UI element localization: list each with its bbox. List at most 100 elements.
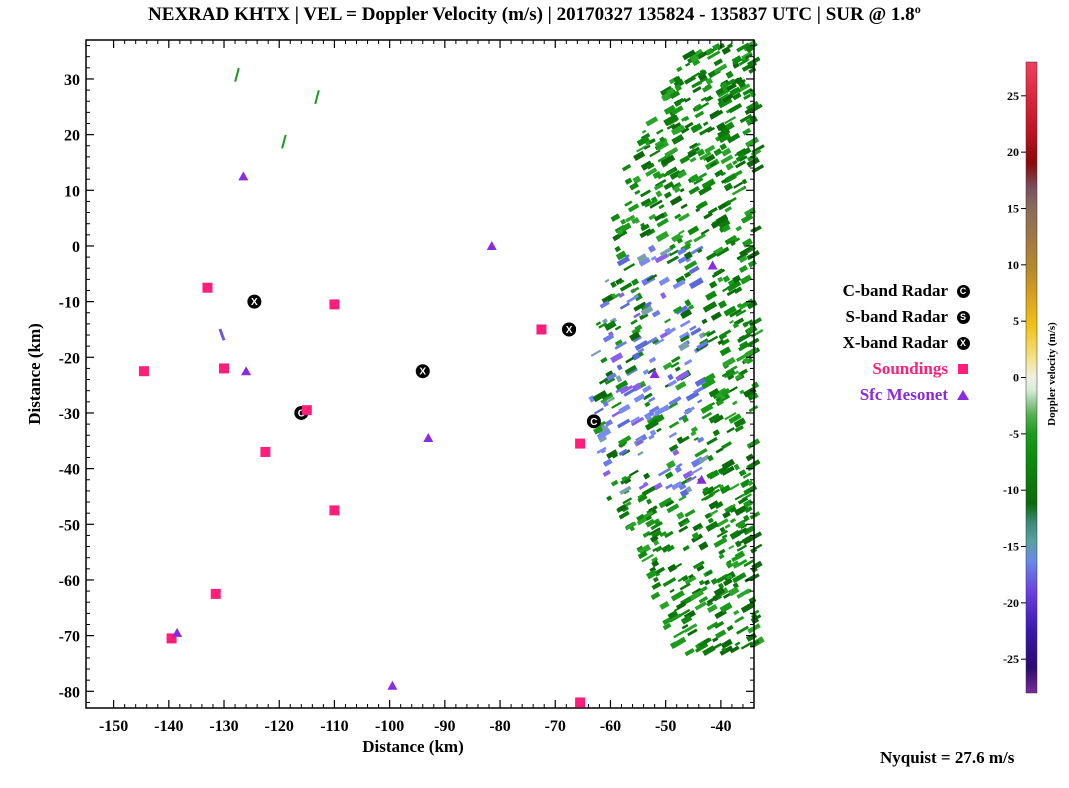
axis-ticks: -150 -140 -130 -120 -110 -100 -90 -80 -70 -60 -50-… (59, 40, 754, 735)
velocity-echo (745, 326, 755, 334)
legend-label: S-band Radar (845, 307, 948, 326)
x-tick-label: -100 (375, 718, 404, 735)
velocity-echo (737, 496, 749, 505)
x-tick-label: -90 (434, 718, 455, 735)
velocity-echo (705, 251, 717, 261)
velocity-echo (602, 333, 615, 343)
velocity-echo (680, 203, 688, 210)
velocity-echo (710, 577, 718, 585)
velocity-echo (606, 449, 618, 459)
velocity-echo (669, 588, 675, 594)
velocity-echo (738, 334, 745, 340)
velocity-echo (719, 81, 729, 90)
velocity-echo (712, 636, 719, 643)
velocity-echo (697, 72, 708, 82)
velocity-echo (625, 214, 636, 223)
velocity-echo (724, 116, 737, 125)
velocity-echo (677, 212, 690, 222)
velocity-echo (680, 306, 690, 314)
velocity-echo (693, 177, 704, 185)
velocity-echo (616, 255, 631, 267)
velocity-echo (695, 643, 709, 653)
velocity-echo (653, 212, 665, 222)
velocity-echo (680, 476, 693, 486)
velocity-echo (742, 472, 752, 479)
velocity-echo (671, 233, 681, 242)
velocity-echo (619, 385, 630, 395)
velocity-echo (623, 262, 636, 272)
velocity-echo (645, 514, 653, 521)
velocity-echo (689, 325, 697, 332)
y-tick-label: 10 (64, 183, 80, 200)
velocity-echo (618, 510, 630, 520)
velocity-echo (639, 228, 652, 239)
x-band-radar-icon: X (956, 336, 970, 350)
velocity-echo (631, 278, 640, 286)
sounding-marker (260, 446, 271, 457)
velocity-echo (664, 530, 674, 539)
velocity-echo (689, 53, 700, 63)
velocity-echo (689, 173, 700, 183)
velocity-echo (719, 602, 733, 614)
velocity-echo (600, 357, 608, 364)
velocity-echo (623, 388, 636, 397)
velocity-echo (746, 299, 758, 310)
velocity-echo (705, 290, 718, 301)
velocity-echo (659, 246, 674, 257)
velocity-echo (669, 641, 678, 650)
velocity-echo (678, 483, 687, 491)
velocity-echo (654, 545, 663, 553)
sounding-marker (536, 324, 547, 335)
velocity-echo (619, 282, 633, 292)
velocity-echo (604, 419, 614, 427)
mesonet-marker (241, 366, 252, 376)
velocity-echo (632, 175, 642, 185)
velocity-echo (675, 601, 687, 610)
velocity-echo (691, 124, 698, 132)
velocity-echo (653, 182, 664, 191)
legend: C-band Radar C S-band Radar S X-band Rad… (790, 278, 970, 408)
velocity-echo (726, 427, 735, 434)
velocity-echo (728, 413, 742, 424)
velocity-echo (742, 321, 749, 328)
velocity-echo (734, 424, 744, 433)
velocity-echo (623, 477, 632, 485)
velocity-echo (672, 279, 686, 290)
velocity-echo (719, 645, 734, 656)
legend-label: Soundings (872, 359, 948, 378)
velocity-echo (678, 608, 691, 618)
velocity-echo (651, 309, 661, 318)
legend-label: C-band Radar (842, 281, 948, 300)
velocity-echo (614, 339, 623, 346)
velocity-echo (674, 84, 683, 92)
velocity-echo (629, 331, 641, 342)
velocity-echo (698, 525, 704, 530)
velocity-echo (739, 274, 753, 285)
sounding-marker (219, 363, 230, 374)
y-tick-label: -50 (59, 517, 80, 534)
velocity-echo (663, 114, 678, 126)
velocity-echo (707, 207, 718, 215)
velocity-echo (702, 330, 711, 337)
velocity-echo (724, 504, 735, 515)
velocity-echo (732, 582, 739, 589)
velocity-echo (670, 124, 685, 136)
velocity-echo (649, 138, 656, 144)
colorbar-tick-label: 15 (1007, 201, 1019, 215)
velocity-echo (704, 512, 712, 519)
velocity-echo (732, 400, 738, 406)
velocity-echo (604, 320, 617, 332)
velocity-echo (733, 181, 744, 189)
legend-item-mesonet: Sfc Mesonet (790, 382, 970, 408)
velocity-echo (599, 300, 610, 309)
velocity-echo (625, 356, 635, 364)
velocity-echo (721, 223, 731, 233)
x-tick-label: -130 (209, 718, 238, 735)
velocity-echo (641, 485, 656, 497)
velocity-echo (743, 386, 757, 398)
x-tick-label: -80 (489, 718, 510, 735)
velocity-echo (641, 129, 647, 134)
velocity-echo (662, 617, 672, 626)
velocity-echo (679, 319, 691, 328)
